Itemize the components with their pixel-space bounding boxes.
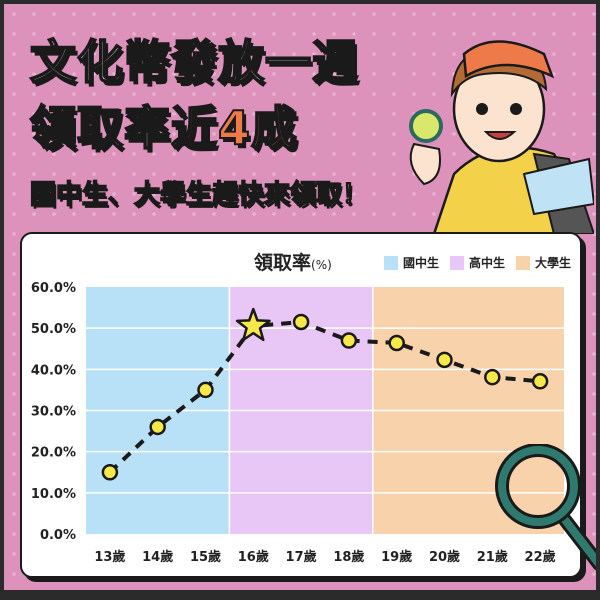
x-tick-label: 19歲 (381, 549, 412, 565)
legend-item: 大學生 (516, 254, 571, 271)
chart-title-unit: (%) (311, 258, 332, 272)
x-tick-label: 13歲 (94, 549, 125, 565)
chart-card: 領取率(%) 國中生 高中生 大學生 0.0% 10.0% 20.0% 30.0% 40… (20, 232, 582, 578)
boy-illustration-icon (409, 40, 594, 234)
y-tick-label: 10.0% (31, 487, 76, 502)
y-tick-label: 60.0% (31, 281, 76, 296)
x-tick-label: 15歲 (190, 549, 221, 565)
legend-swatch (384, 255, 398, 270)
data-point (101, 464, 119, 481)
data-point (531, 373, 549, 390)
headline-prefix: 領取率 (29, 100, 171, 156)
x-tick-label: 14歲 (142, 549, 173, 565)
data-point (340, 332, 358, 349)
y-tick-label: 20.0% (31, 446, 76, 461)
x-tick-label: 18歲 (333, 549, 364, 565)
subheadline: 國中生、大學生趕快來領取！ (29, 179, 369, 211)
data-point (388, 334, 405, 352)
headline-line2: 領取率近4成 (29, 92, 299, 158)
legend-label: 高中生 (469, 256, 506, 270)
x-tick-label: 20歲 (429, 549, 460, 565)
legend-label: 國中生 (403, 256, 440, 270)
poster: 文化幣發放一週 領取率近4成 國中生、大學生趕快來領取！ 領取率(%) 國中生 … (4, 4, 596, 590)
line-chart: 0.0% 10.0% 20.0% 30.0% 40.0% 50.0% 60.0% 13歲 14歲… (31, 281, 564, 565)
y-tick-label: 50.0% (31, 322, 76, 337)
x-tick-label: 22歲 (525, 549, 556, 565)
data-point (197, 381, 214, 399)
series-line (108, 319, 541, 474)
x-tick-label: 21歲 (477, 549, 508, 565)
x-tick-label: 17歲 (286, 549, 317, 565)
chart-title: 領取率(%) (254, 248, 332, 275)
headline-line1: 文化幣發放一週 (29, 34, 359, 90)
y-tick-label: 0.0% (40, 528, 76, 543)
chart-title-text: 領取率 (254, 252, 312, 274)
data-point (436, 351, 453, 369)
y-tick-label: 30.0% (31, 405, 76, 420)
y-tick-label: 40.0% (31, 363, 76, 378)
headline-highlight: 近4成 (170, 100, 299, 156)
magnifying-glass-icon (495, 444, 596, 571)
legend-item: 國中生 (384, 254, 439, 271)
data-point (484, 368, 501, 386)
legend-item: 高中生 (450, 254, 505, 271)
legend-swatch (450, 255, 464, 270)
data-point (149, 418, 166, 436)
legend-label: 大學生 (535, 256, 572, 270)
data-point-star (235, 307, 271, 342)
legend-swatch (516, 255, 530, 270)
x-tick-label: 16歲 (238, 549, 269, 565)
data-point (292, 313, 310, 331)
